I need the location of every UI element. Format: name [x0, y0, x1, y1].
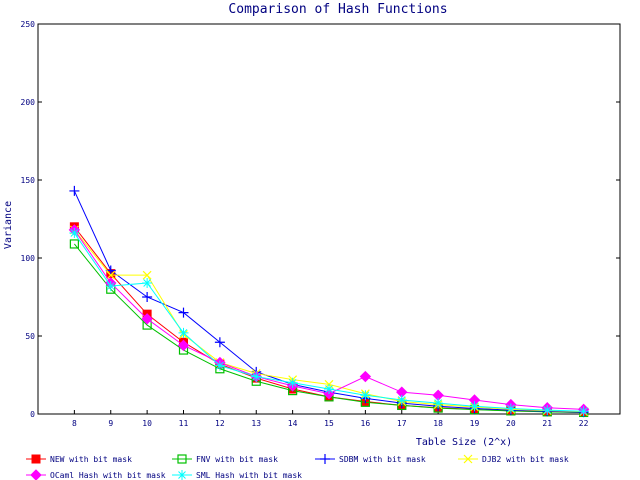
point-marker	[106, 270, 116, 280]
x-tick-label: 15	[324, 419, 334, 428]
point-marker	[178, 307, 189, 318]
x-tick-label: 18	[433, 419, 443, 428]
legend-item-5: SML Hash with bit mask	[172, 470, 302, 480]
point-marker	[320, 454, 330, 464]
y-tick-label: 250	[21, 20, 36, 29]
x-tick-label: 20	[506, 419, 516, 428]
series-line	[73, 190, 584, 413]
x-tick-label: 8	[72, 419, 77, 428]
point-marker	[69, 239, 79, 249]
y-tick-label: 50	[25, 332, 35, 341]
point-marker	[105, 281, 116, 292]
point-marker	[69, 228, 80, 239]
point-marker	[287, 377, 298, 388]
legend-item-3: DJB2 with bit mask	[458, 454, 569, 464]
point-marker	[359, 370, 372, 383]
x-tick-label: 12	[215, 419, 225, 428]
legend-label: OCaml Hash with bit mask	[50, 471, 166, 480]
x-tick-label: 19	[470, 419, 480, 428]
legend-label: SML Hash with bit mask	[196, 471, 302, 480]
point-marker	[251, 371, 262, 382]
x-axis-ticks: 8 9 10 11 12 13 14 15 16 17 18 19 20 21 22	[72, 410, 589, 428]
x-tick-label: 17	[397, 419, 407, 428]
legend-label: SDBM with bit mask	[339, 455, 426, 464]
legend-label: NEW with bit mask	[50, 455, 132, 464]
y-axis-label: Variance	[3, 201, 14, 249]
plot-border	[37, 23, 621, 415]
point-marker	[214, 337, 225, 348]
x-tick-label: 11	[179, 419, 189, 428]
point-marker	[142, 292, 153, 302]
x-tick-label: 13	[251, 419, 261, 428]
point-marker	[142, 270, 152, 280]
point-marker	[177, 470, 187, 480]
point-marker	[177, 454, 187, 464]
point-marker	[433, 398, 444, 409]
legend-item-4: OCaml Hash with bit mask	[26, 469, 166, 480]
point-marker	[69, 185, 80, 196]
x-tick-label: 14	[288, 419, 298, 428]
x-tick-label: 22	[579, 419, 589, 428]
y-tick-label: 0	[30, 410, 35, 419]
x-tick-label: 10	[142, 419, 152, 428]
y-tick-label: 100	[21, 254, 36, 263]
point-marker	[505, 403, 516, 414]
legend-item-1: FNV with bit mask	[172, 454, 278, 464]
point-marker	[360, 390, 371, 401]
point-marker	[31, 454, 41, 464]
legend-label: DJB2 with bit mask	[482, 455, 569, 464]
point-marker	[324, 384, 334, 395]
point-marker	[178, 327, 189, 338]
point-marker	[463, 454, 473, 464]
series-5	[69, 228, 589, 417]
chart-title: Comparison of Hash Functions	[228, 2, 447, 17]
point-marker	[578, 406, 589, 417]
y-tick-label: 200	[21, 98, 36, 107]
point-marker	[177, 339, 190, 352]
y-tick-label: 150	[21, 176, 36, 185]
point-marker	[214, 360, 225, 371]
x-tick-label: 16	[361, 419, 371, 428]
legend-item-2: SDBM with bit mask	[315, 454, 426, 464]
point-marker	[396, 394, 407, 405]
legend: NEW with bit mask FNV with bit mask SDBM w…	[26, 454, 569, 480]
x-axis-label: Table Size (2^x)	[416, 437, 512, 448]
x-tick-label: 21	[542, 419, 552, 428]
y-axis-ticks: 0 50 100 150 200 250	[21, 20, 620, 419]
point-marker	[141, 313, 153, 325]
legend-item-0: NEW with bit mask	[26, 454, 132, 464]
x-tick-label: 9	[108, 419, 113, 428]
point-marker	[542, 405, 553, 416]
series-2	[69, 185, 589, 418]
legend-label: FNV with bit mask	[196, 455, 278, 464]
point-marker	[469, 401, 480, 412]
plot-frame	[37, 23, 621, 415]
point-marker	[142, 277, 153, 288]
point-marker	[30, 469, 42, 480]
series-layer	[68, 185, 590, 418]
